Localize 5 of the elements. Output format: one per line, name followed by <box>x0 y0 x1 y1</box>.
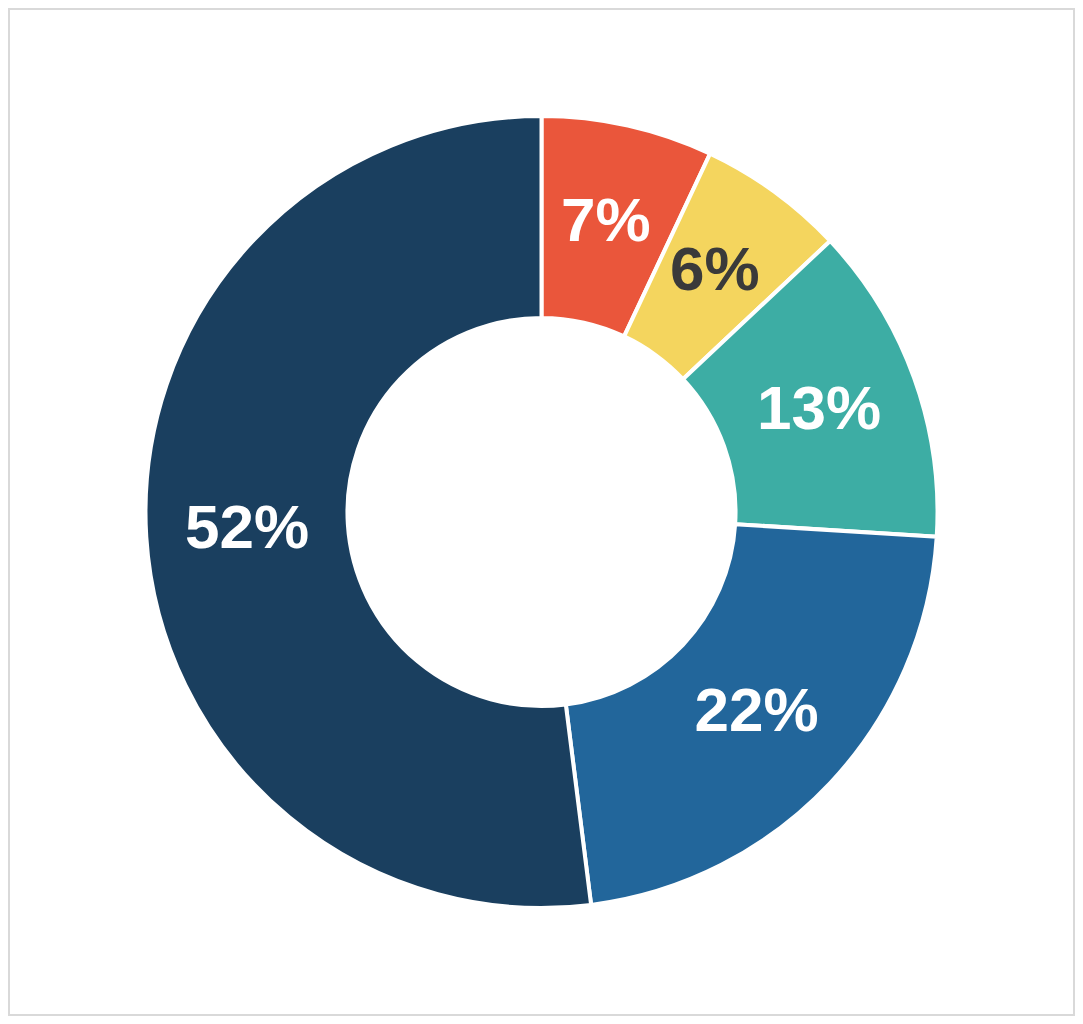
data-label: 22% <box>694 675 819 745</box>
data-label: 52% <box>185 491 310 561</box>
data-label: 6% <box>670 234 760 304</box>
data-label: 13% <box>757 373 882 443</box>
data-label: 7% <box>561 185 651 255</box>
